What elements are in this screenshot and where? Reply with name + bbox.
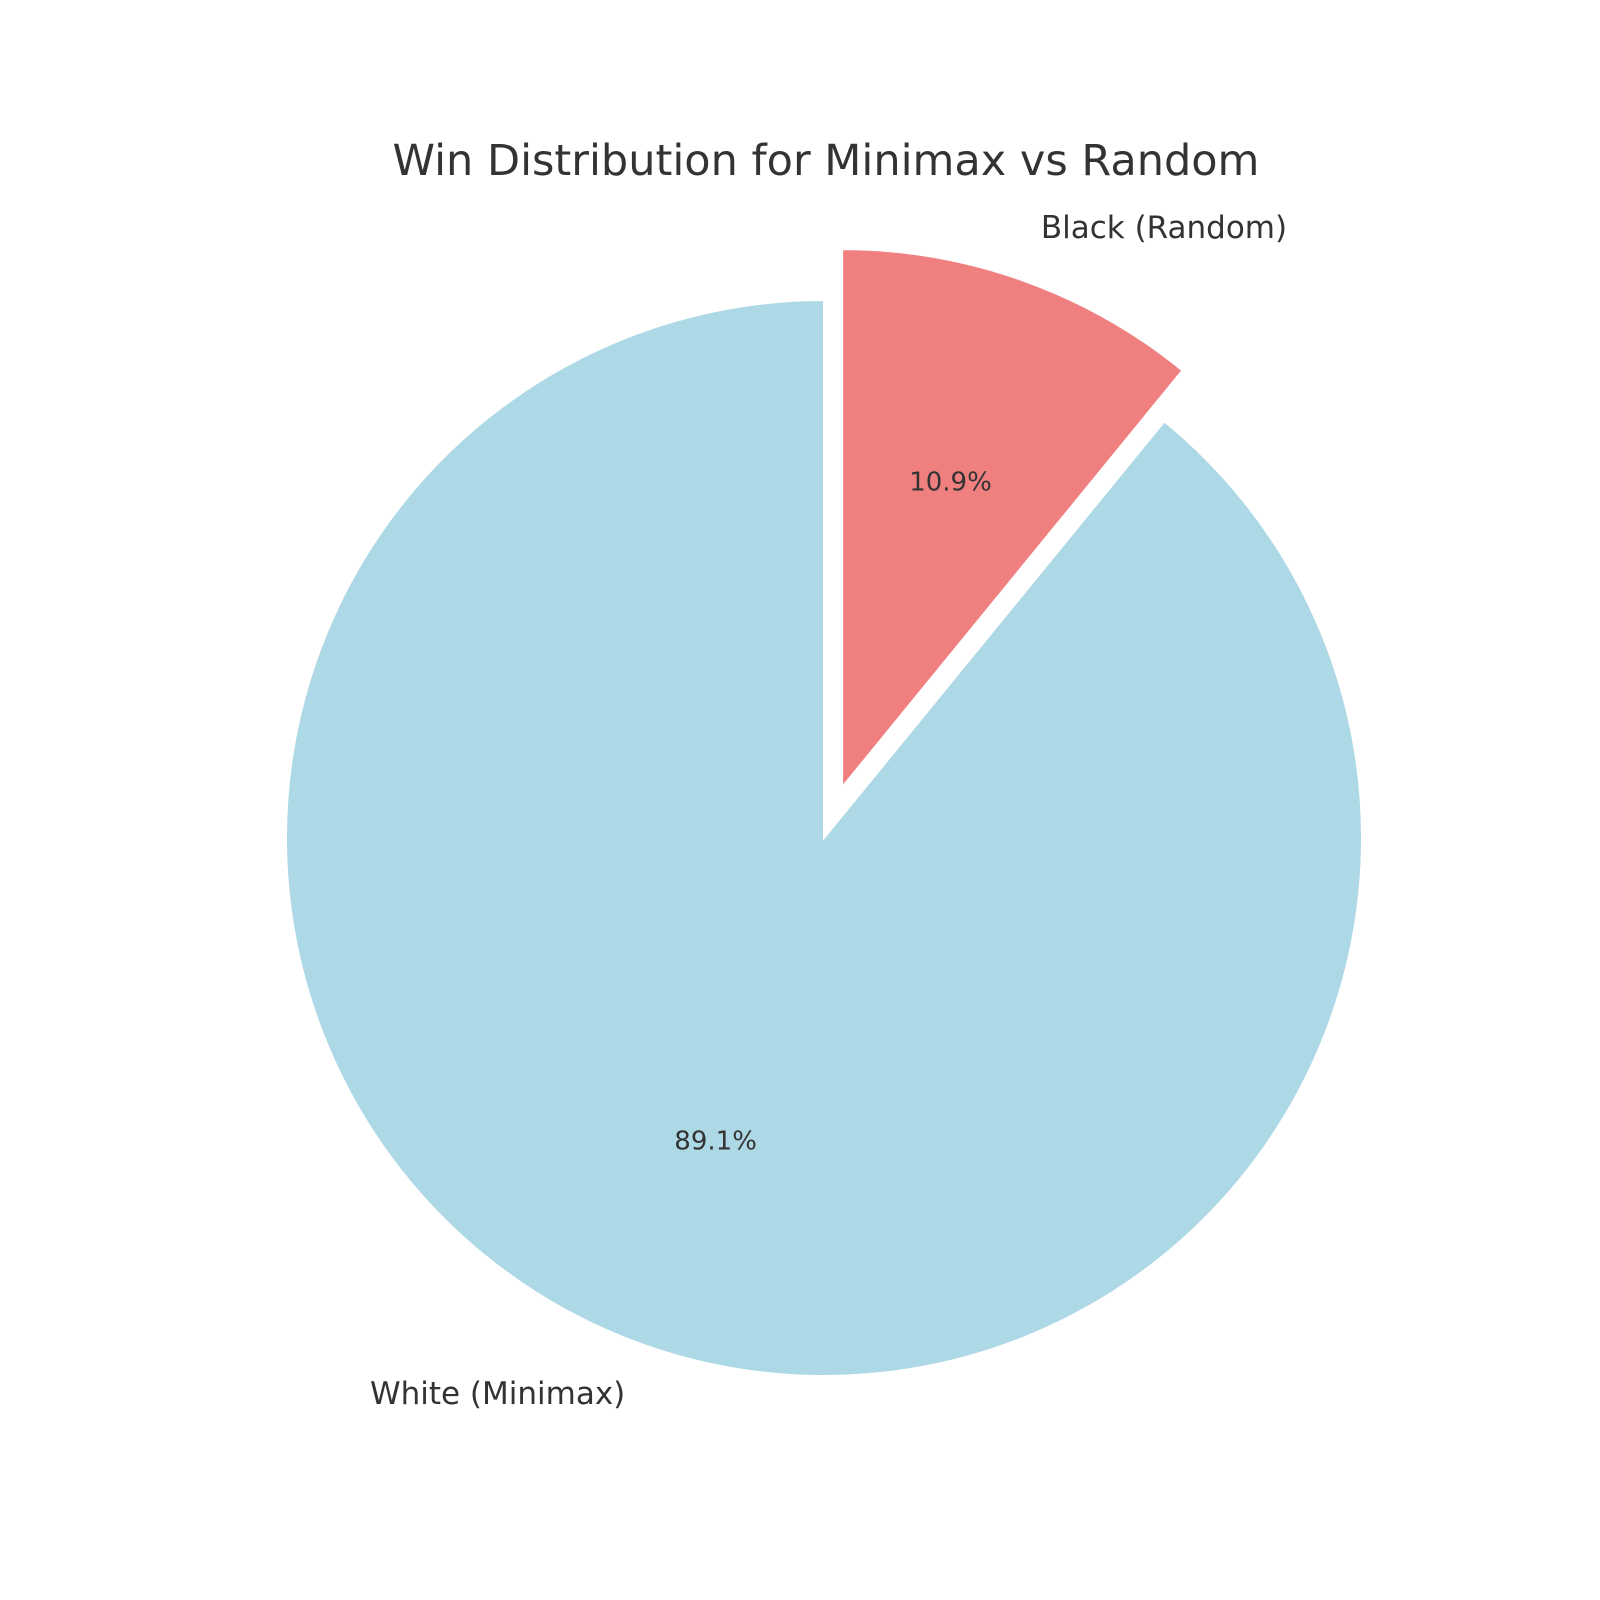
pie-slices bbox=[285, 248, 1363, 1377]
slice-label-0: White (Minimax) bbox=[370, 1376, 625, 1412]
slice-label-1: Black (Random) bbox=[1041, 210, 1287, 246]
chart-title: Win Distribution for Minimax vs Random bbox=[393, 136, 1260, 186]
pct-label-0: 89.1% bbox=[674, 1127, 757, 1157]
pct-label-1: 10.9% bbox=[909, 468, 992, 498]
pie-labels: White (Minimax) 89.1% Black (Random) 10.9% bbox=[370, 210, 1287, 1412]
pie-slice-0 bbox=[285, 298, 1363, 1377]
pie-slice-1 bbox=[841, 248, 1184, 790]
